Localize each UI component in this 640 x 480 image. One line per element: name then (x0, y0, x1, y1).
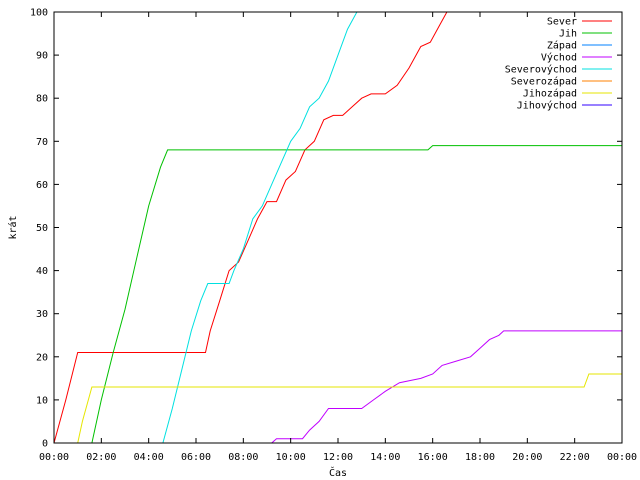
y-tick-label: 100 (30, 8, 48, 19)
plot-lines (53, 11, 622, 444)
series-line-jihozapad (77, 373, 622, 444)
legend-label: Jihozápad (523, 88, 577, 100)
legend-label: Jih (559, 29, 577, 40)
y-tick-label: 90 (36, 51, 48, 62)
x-tick-label: 20:00 (512, 452, 542, 463)
y-tick-label: 20 (36, 352, 48, 363)
y-tick-label: 60 (36, 180, 48, 191)
series-line-vychod (271, 330, 622, 444)
series-line-severovychod (162, 11, 358, 444)
y-axis-label: krát (7, 215, 19, 239)
legend-label: Sever (547, 17, 577, 28)
x-tick-label: 00:00 (39, 452, 69, 463)
y-tick-label: 80 (36, 94, 48, 105)
y-tick-label: 70 (36, 137, 48, 148)
x-tick-label: 00:00 (607, 452, 637, 463)
legend: SeverJihZápadVýchodSeverovýchodSeverozáp… (505, 17, 612, 112)
x-tick-label: 22:00 (560, 452, 590, 463)
x-tick-label: 02:00 (86, 452, 116, 463)
x-axis-label: Čas (329, 466, 347, 479)
x-tick-label: 08:00 (228, 452, 258, 463)
legend-label: Jihovýchod (517, 100, 577, 112)
x-tick-label: 12:00 (323, 452, 353, 463)
x-tick-label: 18:00 (465, 452, 495, 463)
y-tick-label: 40 (36, 266, 48, 277)
series-line-jih (91, 145, 622, 444)
x-tick-label: 04:00 (134, 452, 164, 463)
axis-ticks: 0 10 20 30 40 50 60 70 80 90 100 00:00 02:00 04:00 06:… (30, 8, 637, 464)
y-tick-label: 0 (42, 439, 48, 450)
legend-label: Východ (541, 52, 577, 64)
x-tick-label: 14:00 (370, 452, 400, 463)
x-tick-label: 16:00 (418, 452, 448, 463)
y-tick-label: 30 (36, 309, 48, 320)
legend-label: Severozápad (511, 76, 577, 88)
y-tick-label: 50 (36, 223, 48, 234)
y-tick-label: 10 (36, 395, 48, 406)
legend-label: Západ (547, 40, 577, 52)
legend-label: Severovýchod (505, 64, 577, 76)
x-tick-label: 06:00 (181, 452, 211, 463)
x-tick-label: 10:00 (276, 452, 306, 463)
